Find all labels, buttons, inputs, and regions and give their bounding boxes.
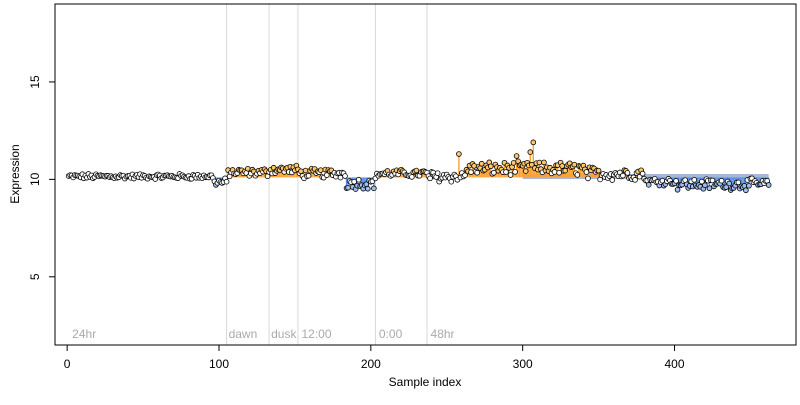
data-point [468, 169, 474, 175]
data-point [530, 139, 537, 146]
time-annotation: 0:00 [379, 327, 403, 341]
data-point [556, 169, 562, 176]
y-tick-label: 15 [28, 75, 42, 89]
x-tick-label: 0 [64, 357, 71, 371]
data-point [726, 180, 732, 187]
data-point [337, 174, 344, 181]
data-point [699, 178, 705, 185]
data-point [559, 163, 565, 169]
time-annotation: 48hr [431, 327, 455, 341]
data-point [474, 169, 480, 176]
time-annotation: 24hr [72, 327, 96, 341]
data-point [746, 182, 752, 189]
data-point [706, 185, 713, 192]
data-point [632, 177, 638, 183]
data-point [487, 163, 494, 170]
data-point [585, 175, 591, 182]
data-point [448, 178, 455, 185]
data-point [471, 163, 477, 169]
data-point [364, 185, 371, 192]
time-annotation: dawn [229, 327, 258, 341]
data-point [317, 167, 324, 173]
y-tick-label: 10 [28, 172, 42, 186]
data-point [409, 174, 415, 180]
data-point [743, 187, 749, 194]
data-point [298, 168, 304, 175]
y-tick-label: 5 [28, 273, 42, 280]
data-point [571, 161, 578, 168]
x-tick-label: 100 [209, 357, 229, 371]
data-point [491, 169, 497, 176]
data-point [735, 179, 742, 186]
x-axis-label: Sample index [389, 375, 462, 389]
point-layer [65, 139, 772, 194]
data-point [645, 182, 652, 188]
data-point [351, 178, 357, 185]
data-point [413, 167, 420, 174]
data-point [723, 184, 729, 190]
data-point [345, 184, 351, 191]
data-point [583, 169, 590, 175]
data-point [639, 170, 646, 177]
data-point [522, 168, 529, 174]
x-tick-label: 300 [513, 357, 533, 371]
data-point [456, 151, 462, 157]
x-tick-label: 200 [361, 357, 381, 371]
annotation-layer: 24hr dawn dusk 12:00 0:00 48hr [72, 327, 454, 341]
data-point [302, 167, 309, 174]
data-point [541, 159, 547, 166]
data-point [462, 172, 468, 178]
data-point [245, 165, 251, 172]
time-annotation: dusk [271, 327, 297, 341]
data-point [305, 172, 312, 179]
data-point [371, 185, 377, 192]
data-point [624, 170, 631, 176]
data-point [434, 170, 441, 176]
data-point [342, 173, 348, 179]
time-annotation: 12:00 [301, 327, 331, 341]
data-point [702, 182, 708, 189]
data-point [718, 177, 725, 184]
data-point [507, 172, 514, 178]
data-point [324, 172, 330, 178]
data-point [427, 175, 433, 182]
y-axis-label: Expression [8, 144, 22, 203]
data-point [620, 172, 626, 179]
data-point [513, 153, 520, 159]
data-point [503, 169, 509, 175]
data-point [510, 160, 517, 166]
data-point [691, 177, 698, 183]
x-tick-label: 400 [665, 357, 685, 371]
data-point [551, 169, 558, 175]
data-point [223, 178, 230, 185]
data-point [562, 167, 568, 174]
y-axis: 5 10 15 [28, 75, 56, 280]
x-axis: 0 100 200 300 400 [64, 344, 685, 371]
data-point [609, 177, 616, 183]
data-point [765, 182, 772, 188]
data-point [536, 159, 543, 166]
data-point [512, 169, 518, 175]
data-point [478, 160, 485, 167]
data-point [595, 167, 602, 174]
data-point [574, 172, 581, 178]
data-point [527, 149, 534, 155]
data-point [673, 178, 679, 184]
data-point [674, 186, 681, 193]
data-point [355, 176, 362, 183]
data-point [709, 177, 716, 184]
